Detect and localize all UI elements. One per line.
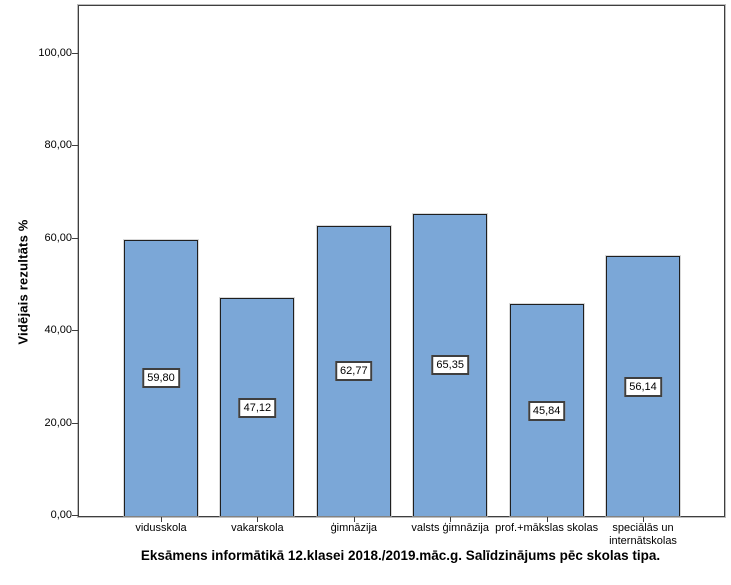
chart-title: Eksāmens informātikā 12.klasei 2018./201… xyxy=(140,548,661,563)
y-axis-tick xyxy=(72,52,78,54)
x-axis-category-label: ģimnāzija xyxy=(330,522,378,534)
y-axis-tick xyxy=(72,145,78,147)
plot-area: 59,80 47,12 62,77 65,35 45,84 56,14 xyxy=(77,4,726,518)
bar: 56,14 xyxy=(606,256,680,516)
x-axis-category-label: speciālās un internātskolas xyxy=(609,522,677,547)
x-axis-category-label: vidusskola xyxy=(135,522,187,534)
x-axis-tick xyxy=(161,517,162,522)
y-axis-tick xyxy=(72,422,78,424)
bar: 45,84 xyxy=(509,304,584,516)
x-axis-tick xyxy=(450,517,452,522)
bar-value-label: 59,80 xyxy=(142,368,180,389)
y-axis-tick-label: 60,00 xyxy=(44,231,72,244)
y-axis-tick-label: 100,00 xyxy=(38,46,72,59)
x-axis-tick xyxy=(353,517,355,522)
bar: 65,35 xyxy=(413,213,488,516)
y-axis-tick-label: 20,00 xyxy=(44,416,72,429)
bar-value-label: 56,14 xyxy=(624,376,662,397)
y-axis-tick xyxy=(72,515,78,516)
x-axis-tick xyxy=(257,517,259,522)
y-axis-tick xyxy=(72,237,78,239)
bar-value-label: 65,35 xyxy=(431,355,469,376)
bar: 59,80 xyxy=(124,239,198,516)
x-axis-category-label: prof.+mākslas skolas xyxy=(495,522,599,534)
bar-value-label: 62,77 xyxy=(335,361,373,382)
y-axis-tick xyxy=(72,330,78,332)
x-axis-tick xyxy=(643,517,644,522)
bar-value-label: 45,84 xyxy=(527,400,566,421)
y-axis-tick-label: 80,00 xyxy=(44,139,72,152)
bar: 47,12 xyxy=(220,298,295,516)
bar-value-label: 47,12 xyxy=(238,397,277,418)
x-axis-category-label: valsts ģimnāzija xyxy=(411,522,489,534)
bar: 62,77 xyxy=(316,225,391,516)
x-axis-category-label: vakarskola xyxy=(231,522,284,534)
y-axis-tick-label: 0,00 xyxy=(50,509,72,521)
x-axis-tick xyxy=(546,517,548,522)
y-axis-tick-label: 40,00 xyxy=(44,324,72,337)
